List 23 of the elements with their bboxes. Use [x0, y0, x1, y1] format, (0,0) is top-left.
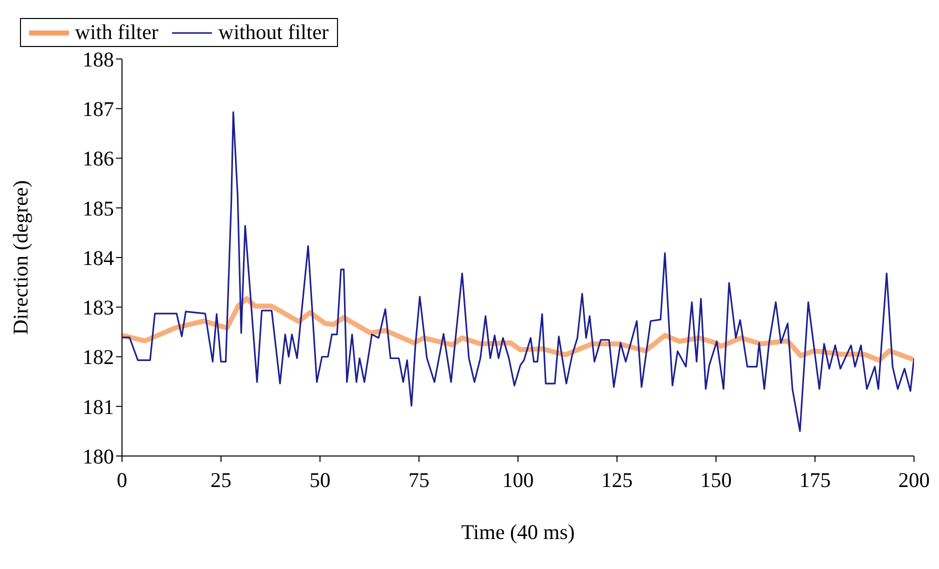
line-series — [122, 111, 914, 432]
x-tick-label: 200 — [898, 468, 930, 492]
x-tick-label: 150 — [700, 468, 732, 492]
x-tick-label: 125 — [601, 468, 633, 492]
x-tick-label: 0 — [116, 468, 128, 492]
y-tick-label: 183 — [82, 296, 114, 320]
y-axis-title: Direction (degree) — [8, 180, 32, 335]
x-axis-title: Time (40 ms) — [461, 520, 575, 544]
legend-label: with filter — [75, 20, 158, 45]
legend-label: without filter — [218, 20, 329, 45]
y-tick-label: 184 — [82, 246, 114, 270]
y-tick-label: 180 — [82, 444, 114, 468]
y-tick-label: 188 — [82, 47, 114, 72]
y-tick-label: 182 — [82, 345, 114, 370]
x-tick-label: 25 — [210, 468, 232, 492]
y-tick-label: 187 — [82, 97, 114, 122]
x-tick-label: 75 — [408, 468, 430, 492]
y-tick-label: 181 — [82, 394, 114, 419]
y-tick-label: 186 — [82, 146, 114, 171]
x-tick-label: 50 — [310, 468, 330, 492]
y-tick-label: 185 — [82, 196, 114, 220]
x-tick-label: 100 — [502, 468, 534, 492]
x-tick-label: 175 — [799, 468, 831, 492]
